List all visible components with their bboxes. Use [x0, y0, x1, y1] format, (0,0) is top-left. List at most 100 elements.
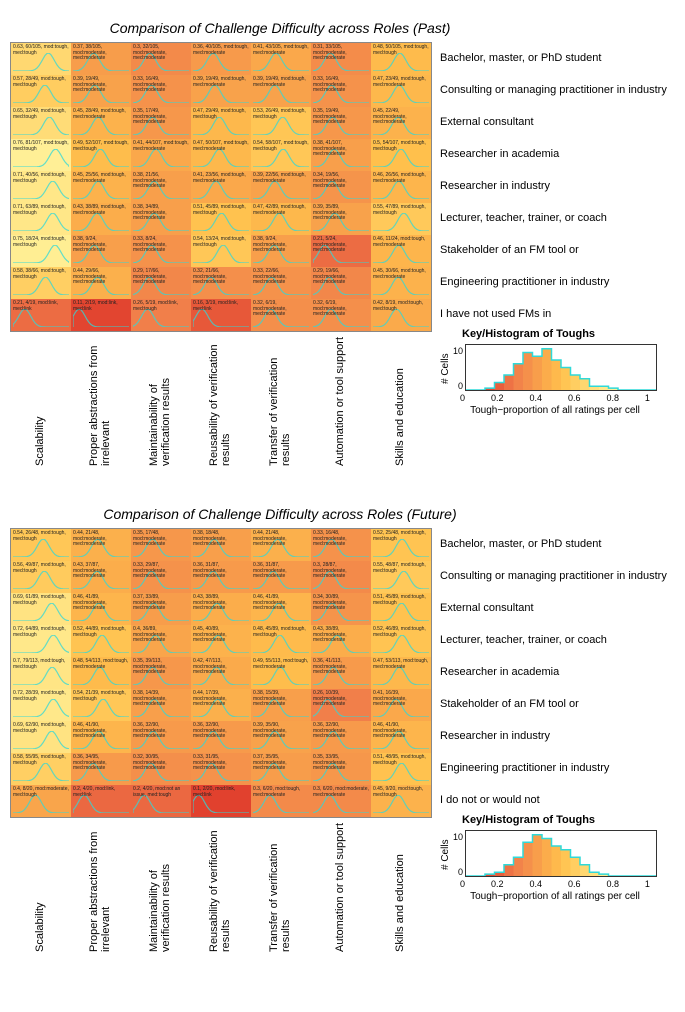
cell-text: 0.46, 41/90, mod:moderate, med:moderate — [73, 723, 130, 740]
row-label: Stakeholder of an FM tool or — [440, 698, 667, 710]
cell-text: 0.69, 61/89, mod:tough, med:tough — [13, 595, 70, 606]
row-label: External consultant — [440, 602, 667, 614]
cell-text: 0.76, 81/107, mod:tough, med:tough — [13, 141, 70, 152]
heatmap-cell: 0.21, 4/19, mod:link, med:link — [11, 299, 71, 331]
cell-text: 0.44, 17/39, mod:moderate, med:moderate — [193, 691, 250, 708]
heatmap-cell: 0.75, 18/24, mod:tough, med:tough — [11, 235, 71, 267]
heatmap-cell: 0.4, 36/89, mod:moderate, med:moderate — [131, 625, 191, 657]
legend-ytick: 0 — [453, 867, 463, 877]
cell-text: 0.47, 42/89, mod:tough, med:moderate — [253, 205, 310, 216]
cell-text: 0.39, 35/90, mod:moderate, med:moderate — [253, 723, 310, 740]
cell-text: 0.36, 32/90, mod:moderate, med:moderate — [313, 723, 370, 740]
heatmap-cell: 0.7, 79/113, mod:tough, med:tough — [11, 657, 71, 689]
cell-text: 0.54, 26/48, mod:tough, med:tough — [13, 531, 70, 542]
column-label: Proper abstractions from irrelevant — [88, 822, 112, 952]
cell-text: 0.35, 19/49, mod:moderate, med:moderate — [313, 109, 370, 126]
cell-text: 0.48, 54/113, mod:tough, med:moderate — [73, 659, 130, 670]
heatmap-cell: 0.43, 38/89, mod:moderate, med:moderate — [191, 593, 251, 625]
heatmap-cell: 0.3, 32/105, mod:moderate, med:moderate — [131, 43, 191, 75]
heatmap-cell: 0.49, 52/107, mod:tough, med:tough — [71, 139, 131, 171]
cell-text: 0.33, 29/87, mod:moderate, med:moderate — [133, 563, 190, 580]
column-label: Skills and education — [394, 822, 406, 952]
heatmap-cell: 0.36, 31/87, mod:moderate, med:moderate — [191, 561, 251, 593]
cell-text: 0.45, 30/66, mod:tough, med:moderate — [373, 269, 430, 280]
column-label: Maintainability of verification results — [148, 336, 172, 466]
column-label: Reusability of verification results — [208, 822, 232, 952]
heatmap-cell: 0.76, 81/107, mod:tough, med:tough — [11, 139, 71, 171]
cell-text: 0.2, 4/20, mod:not an issue, med:tough — [133, 787, 190, 798]
row-label: Lecturer, teacher, trainer, or coach — [440, 634, 667, 646]
heatmap-cell: 0.44, 21/48, mod:moderate, med:moderate — [71, 529, 131, 561]
heatmap-cell: 0.33, 31/95, mod:moderate, med:moderate — [191, 753, 251, 785]
cell-text: 0.57, 28/49, mod:tough, med:tough — [13, 77, 70, 88]
legend-xlabel: Tough−proportion of all ratings per cell — [460, 405, 650, 416]
cell-text: 0.33, 8/24, mod:moderate, med:moderate — [133, 237, 190, 254]
cell-text: 0.41, 23/56, mod:tough, med:moderate — [193, 173, 250, 184]
legend-title: Key/Histogram of Toughs — [462, 814, 670, 826]
heatmap-cell: 0.36, 41/113, mod:moderate, med:moderate — [311, 657, 371, 689]
cell-text: 0.47, 53/113, mod:tough, med:moderate — [373, 659, 430, 670]
cell-text: 0.1, 2/20, mod:link, med:link — [193, 787, 250, 798]
column-label: Automation or tool support — [334, 822, 346, 952]
cell-text: 0.48, 45/89, mod:tough, med:tough — [253, 627, 310, 638]
heatmap-cell: 0.46, 26/56, mod:tough, med:moderate — [371, 171, 431, 203]
cell-text: 0.35, 17/48, mod:moderate, med:moderate — [133, 531, 190, 548]
legend-ylabel: # Cells — [440, 832, 451, 877]
heatmap-cell: 0.47, 29/49, mod:tough, med:tough — [191, 107, 251, 139]
heatmap-cell: 0.45, 22/49, mod:moderate, med:moderate — [371, 107, 431, 139]
legend-xtick: 0.8 — [606, 879, 619, 889]
legend-ylabel: # Cells — [440, 346, 451, 391]
cell-text: 0.51, 45/89, mod:tough, med:tough — [193, 205, 250, 216]
cell-text: 0.3, 6/20, mod:tough, med:moderate — [253, 787, 310, 798]
heatmap-cell: 0.38, 18/48, mod:moderate, med:moderate — [191, 529, 251, 561]
cell-text: 0.21, 4/19, mod:link, med:link — [13, 301, 70, 312]
cell-text: 0.35, 33/95, mod:moderate, med:moderate — [313, 755, 370, 772]
legend-xlabel: Tough−proportion of all ratings per cell — [460, 891, 650, 902]
heatmap-cell: 0.52, 25/48, mod:tough, med:tough — [371, 529, 431, 561]
cell-text: 0.69, 62/90, mod:tough, med:tough — [13, 723, 70, 734]
heatmap-cell: 0.2, 4/20, mod:link, med:link — [71, 785, 131, 817]
heatmap-cell: 0.51, 45/89, mod:tough, med:tough — [191, 203, 251, 235]
cell-text: 0.32, 21/66, mod:moderate, med:moderate — [193, 269, 250, 286]
cell-text: 0.34, 30/89, mod:moderate, med:moderate — [313, 595, 370, 612]
heatmap-cell: 0.56, 49/87, mod:tough, med:tough — [11, 561, 71, 593]
legend-ytick: 10 — [453, 832, 463, 842]
heatmap-cell: 0.54, 21/39, mod:tough, med:tough — [71, 689, 131, 721]
cell-text: 0.43, 38/89, mod:moderate, med:moderate — [313, 627, 370, 644]
heatmap-cell: 0.32, 21/66, mod:moderate, med:moderate — [191, 267, 251, 299]
cell-text: 0.46, 41/90, mod:moderate, med:moderate — [373, 723, 430, 740]
cell-text: 0.33, 22/66, mod:moderate, med:moderate — [253, 269, 310, 286]
x-axis: ScalabilityProper abstractions from irre… — [10, 822, 430, 952]
heatmap-cell: 0.41, 23/56, mod:tough, med:moderate — [191, 171, 251, 203]
heatmap-cell: 0.32, 6/19, mod:moderate, med:moderate — [311, 299, 371, 331]
cell-text: 0.51, 48/95, mod:tough, med:tough — [373, 755, 430, 766]
cell-text: 0.44, 21/48, mod:moderate, med:moderate — [73, 531, 130, 548]
heatmap-cell: 0.3, 6/20, mod:tough, med:moderate — [251, 785, 311, 817]
legend: Key/Histogram of Toughs # Cells 10 0 00.… — [440, 814, 670, 902]
heatmap-cell: 0.29, 19/66, mod:moderate, med:moderate — [311, 267, 371, 299]
heatmap-cell: 0.36, 40/105, mod:tough, med:moderate — [191, 43, 251, 75]
heatmap-cell: 0.35, 17/48, mod:moderate, med:moderate — [131, 529, 191, 561]
cell-text: 0.21, 5/24, mod:moderate, med:moderate — [313, 237, 370, 254]
heatmap-cell: 0.63, 60/105, mod:tough, med:tough — [11, 43, 71, 75]
row-label: Consulting or managing practitioner in i… — [440, 84, 667, 96]
cell-text: 0.47, 50/107, mod:tough, med:moderate — [193, 141, 250, 152]
heatmap-cell: 0.5, 54/107, mod:tough, med:tough — [371, 139, 431, 171]
heatmap-cell: 0.49, 55/113, mod:tough, med:moderate — [251, 657, 311, 689]
cell-text: 0.58, 55/95, mod:tough, med:tough — [13, 755, 70, 766]
cell-text: 0.38, 18/48, mod:moderate, med:moderate — [193, 531, 250, 548]
cell-text: 0.5, 54/107, mod:tough, med:tough — [373, 141, 430, 152]
heatmap-cell: 0.52, 44/89, mod:tough, med:tough — [71, 625, 131, 657]
heatmap-cell: 0.35, 19/49, mod:moderate, med:moderate — [311, 107, 371, 139]
cell-text: 0.47, 23/49, mod:tough, med:moderate — [373, 77, 430, 88]
cell-text: 0.46, 26/56, mod:tough, med:moderate — [373, 173, 430, 184]
heatmap-cell: 0.46, 41/89, mod:moderate, med:moderate — [71, 593, 131, 625]
heatmap-cell: 0.3, 6/20, mod:moderate, med:moderate — [311, 785, 371, 817]
heatmap-cell: 0.3, 28/87, mod:moderate, med:moderate — [311, 561, 371, 593]
heatmap-cell: 0.72, 28/39, mod:tough, med:tough — [11, 689, 71, 721]
cell-text: 0.34, 19/56, mod:moderate, med:moderate — [313, 173, 370, 190]
heatmap-cell: 0.35, 39/113, mod:moderate, med:moderate — [131, 657, 191, 689]
cell-text: 0.54, 58/107, mod:tough, med:tough — [253, 141, 310, 152]
cell-text: 0.38, 9/24, mod:moderate, med:moderate — [73, 237, 130, 254]
cell-text: 0.33, 31/95, mod:moderate, med:moderate — [193, 755, 250, 772]
